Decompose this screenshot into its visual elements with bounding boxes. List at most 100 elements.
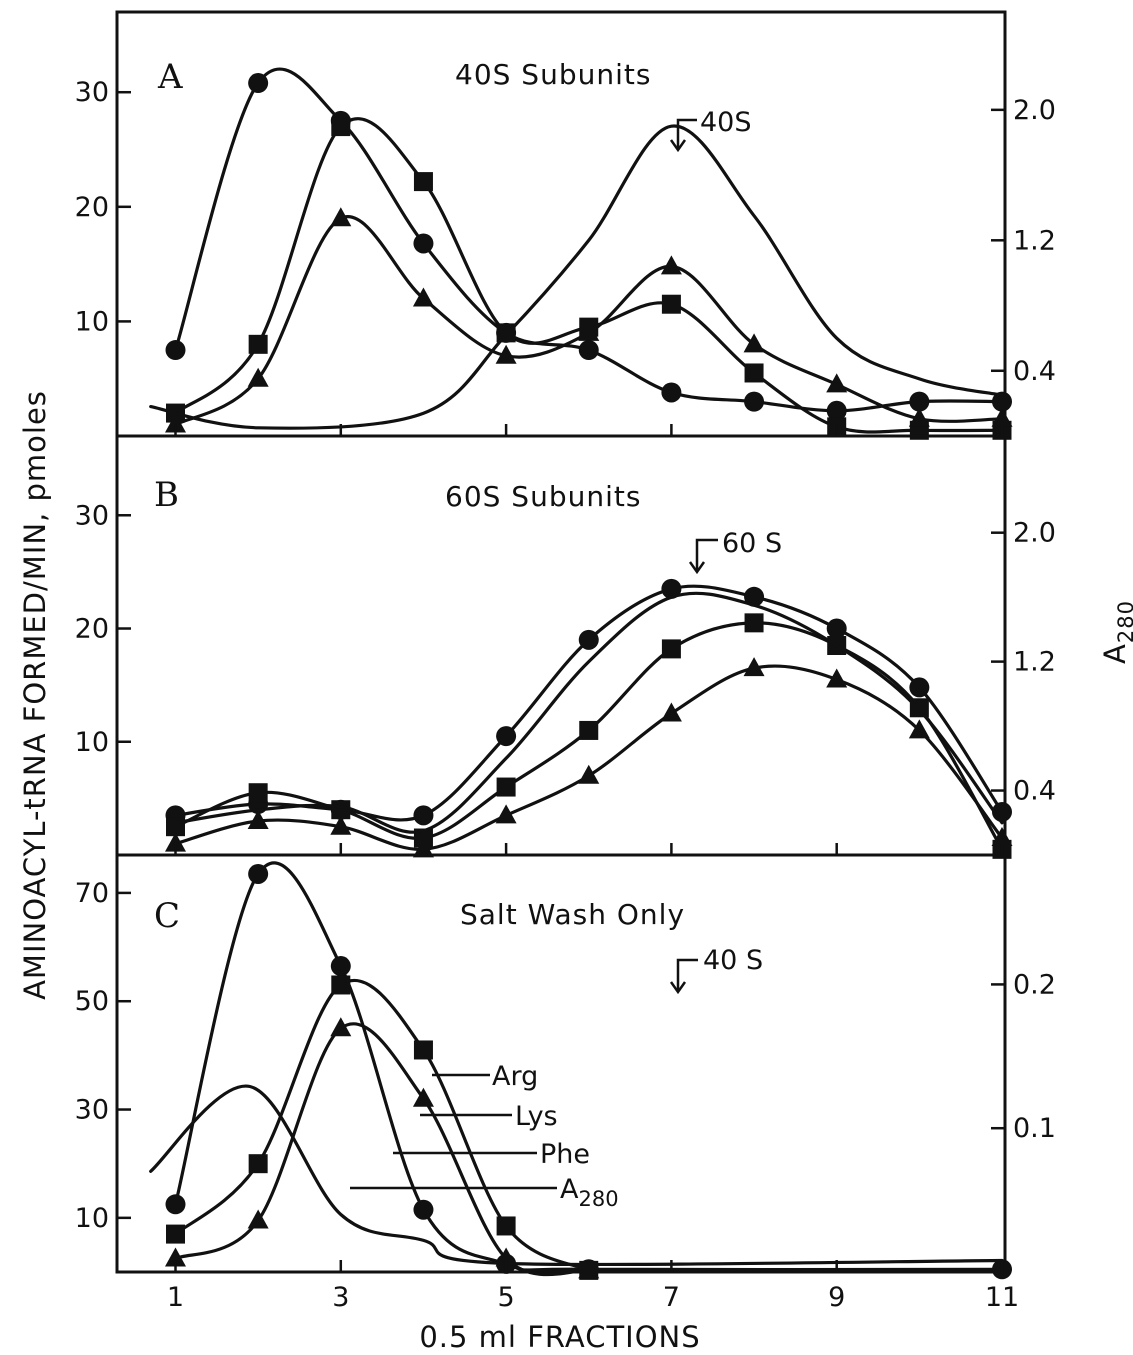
y2-tick-label: 2.0 xyxy=(1013,518,1056,549)
panel-title-b: 60S Subunits xyxy=(445,480,641,513)
x-axis-title: 0.5 ml FRACTIONS xyxy=(419,1320,700,1354)
legend-label-lys: Lys xyxy=(515,1101,558,1132)
data-point-arg xyxy=(744,363,764,383)
data-point-arg xyxy=(496,1216,516,1236)
data-point-lys xyxy=(660,255,682,275)
data-point-lys xyxy=(247,367,269,387)
data-point-phe xyxy=(661,382,682,403)
data-point-phe xyxy=(165,340,186,361)
data-point-lys xyxy=(908,719,930,739)
series-line-arg xyxy=(173,117,1004,434)
y-tick-label: 20 xyxy=(75,614,109,645)
y-tick-label: 30 xyxy=(75,500,109,531)
data-point-lys xyxy=(330,207,352,227)
series-line-a280 xyxy=(149,1084,1004,1267)
data-point-lys xyxy=(495,804,517,824)
data-point-arg xyxy=(248,783,268,803)
data-point-arg xyxy=(248,334,268,354)
data-point-lys xyxy=(743,333,765,353)
series-line-lys xyxy=(173,664,1004,851)
legend-panel-c: Arg Lys Phe A280 xyxy=(350,1061,619,1211)
marker-annotation-c: 40 S xyxy=(669,945,763,995)
data-point-phe xyxy=(661,578,682,599)
data-point-arg xyxy=(413,172,433,192)
y2-tick-label: 0.4 xyxy=(1013,776,1056,807)
annotation-label-b: 60 S xyxy=(722,528,782,559)
data-point-lys xyxy=(165,1247,186,1267)
data-point-phe xyxy=(413,233,434,254)
data-point-lys xyxy=(578,1259,600,1279)
series-line-a280 xyxy=(149,124,1004,430)
x-tick-label: 5 xyxy=(498,1282,515,1313)
y2-tick-label: 1.2 xyxy=(1013,225,1056,256)
data-point-lys xyxy=(578,764,600,784)
y2-tick-label: 0.2 xyxy=(1013,969,1056,1000)
data-point-arg xyxy=(496,777,516,797)
data-point-lys xyxy=(495,344,517,364)
data-point-lys xyxy=(660,702,682,722)
data-point-phe xyxy=(909,391,930,412)
data-point-lys xyxy=(412,838,434,858)
data-point-arg xyxy=(331,117,351,137)
data-point-lys xyxy=(165,413,186,433)
x-tick-label: 3 xyxy=(332,1282,349,1313)
y-tick-label: 10 xyxy=(75,1203,109,1234)
annotation-label-a: 40S xyxy=(700,107,752,138)
panel-title-c: Salt Wash Only xyxy=(460,898,685,931)
data-point-phe xyxy=(578,629,599,650)
data-point-phe xyxy=(826,618,847,639)
y-tick-label: 30 xyxy=(75,1095,109,1126)
data-point-lys xyxy=(826,373,848,393)
data-point-phe xyxy=(248,863,269,884)
panel-a: 10 20 30 2.0 1.2 0.4 xyxy=(75,67,1056,440)
x-axis: 1 3 5 7 9 11 xyxy=(167,1282,1019,1313)
data-point-lys xyxy=(247,1209,269,1229)
y-tick-label: 10 xyxy=(75,306,109,337)
legend-label-arg: Arg xyxy=(492,1061,538,1092)
x-tick-label: 9 xyxy=(828,1282,845,1313)
data-point-lys xyxy=(991,407,1013,427)
plot-frame xyxy=(115,10,1007,1274)
data-point-lys xyxy=(330,815,352,835)
data-point-lys xyxy=(743,657,765,677)
data-point-phe xyxy=(992,391,1012,412)
y-tick-label: 20 xyxy=(75,192,109,223)
marker-annotation-a: 40S xyxy=(669,107,752,153)
data-point-phe xyxy=(744,391,765,412)
data-point-phe xyxy=(578,340,599,361)
data-point-lys xyxy=(412,287,434,307)
y2-tick-label: 0.4 xyxy=(1013,356,1056,387)
x-tick-label: 7 xyxy=(663,1282,680,1313)
series-line-a280 xyxy=(173,591,1004,834)
y-axis-title-left: AMINOACYL-tRNA FORMED/MIN, pmoles xyxy=(18,390,52,1000)
data-point-phe xyxy=(826,400,847,421)
data-point-arg xyxy=(413,1040,433,1060)
data-point-arg xyxy=(248,1154,268,1174)
data-point-arg xyxy=(661,639,681,659)
series-line-lys xyxy=(173,215,1004,427)
y-tick-label: 70 xyxy=(75,878,109,909)
panel-title-a: 40S Subunits xyxy=(455,58,651,91)
data-point-phe xyxy=(248,73,269,94)
data-point-arg xyxy=(579,720,599,740)
panel-letter-a: A xyxy=(157,57,183,97)
data-point-phe xyxy=(496,726,517,747)
x-tick-label: 1 xyxy=(167,1282,184,1313)
series-line-phe xyxy=(173,584,1004,822)
data-point-lys xyxy=(247,810,269,830)
marker-annotation-b: 60 S xyxy=(688,528,782,575)
data-point-arg xyxy=(166,1224,185,1244)
panel-letter-c: C xyxy=(154,896,180,936)
data-point-phe xyxy=(744,586,765,607)
panel-letter-b: B xyxy=(154,475,179,515)
data-point-phe xyxy=(330,956,351,977)
y-tick-label: 10 xyxy=(75,727,109,758)
y-axis-title-right: A280 xyxy=(1098,600,1133,664)
data-point-phe xyxy=(413,1199,434,1220)
data-point-lys xyxy=(578,321,600,341)
legend-label-phe: Phe xyxy=(540,1139,590,1170)
data-point-lys xyxy=(165,832,186,852)
data-point-lys xyxy=(330,1017,352,1037)
data-point-lys xyxy=(826,668,848,688)
